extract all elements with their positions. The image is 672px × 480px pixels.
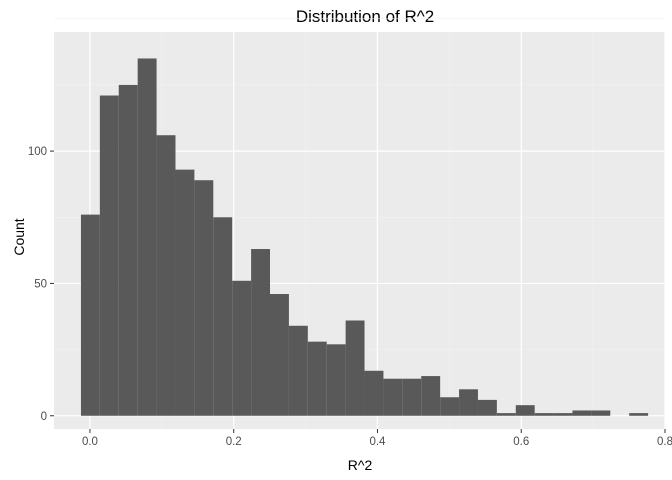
x-axis: 0.0 0.2 0.4 0.6 0.8 — [82, 429, 672, 448]
x-tick-label: 0.6 — [513, 436, 529, 448]
histogram-bar — [137, 58, 157, 416]
histogram-bar — [345, 320, 365, 416]
histogram-bar — [572, 410, 592, 416]
x-tick-label: 0.0 — [82, 436, 98, 448]
histogram-bar — [251, 249, 271, 416]
histogram-bar — [156, 135, 176, 416]
histogram-bar — [364, 370, 384, 416]
histogram-bar — [213, 217, 233, 416]
histogram-bar — [402, 378, 422, 416]
histogram-bar — [591, 410, 611, 416]
histogram-bar — [421, 376, 441, 416]
histogram-bar — [534, 413, 554, 416]
histogram-bar — [477, 399, 497, 416]
chart-title: Distribution of R^2 — [296, 7, 434, 26]
histogram-bar — [496, 413, 516, 416]
histogram-bar — [232, 280, 252, 416]
y-tick-label: 100 — [28, 146, 47, 158]
y-axis-title: Count — [11, 218, 27, 255]
histogram-bar — [194, 180, 214, 416]
histogram-bar — [440, 397, 460, 416]
y-axis: 0 50 100 — [28, 146, 54, 423]
x-tick-label: 0.4 — [369, 436, 386, 448]
plot-panel — [54, 18, 666, 429]
histogram-bar — [288, 325, 308, 416]
histogram-bar — [459, 389, 478, 416]
histogram-bar — [629, 413, 649, 416]
histogram-bar — [175, 169, 195, 416]
histogram-bar — [307, 341, 327, 416]
histogram-bar — [553, 413, 573, 416]
y-tick-label: 50 — [34, 278, 47, 290]
x-axis-title: R^2 — [348, 457, 373, 473]
x-tick-label: 0.8 — [657, 436, 672, 448]
x-tick-label: 0.2 — [226, 436, 242, 448]
histogram-bar — [80, 214, 100, 416]
histogram-bar — [383, 378, 403, 416]
histogram-bar — [118, 84, 138, 416]
histogram-bar — [99, 95, 119, 416]
y-tick-label: 0 — [41, 411, 47, 423]
histogram-bar — [270, 294, 289, 416]
histogram-bar — [515, 405, 535, 416]
histogram-bar — [326, 344, 346, 416]
